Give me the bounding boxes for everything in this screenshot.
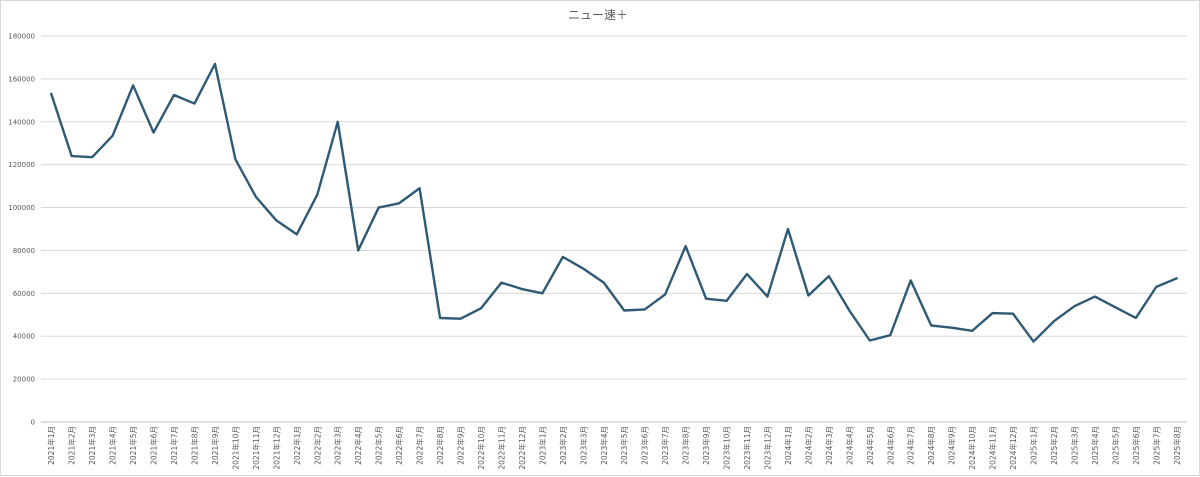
x-tick-label: 2021年3月 [87,426,97,465]
x-tick-label: 2022年3月 [333,426,343,465]
x-tick-label: 2021年5月 [128,426,138,465]
x-tick-label: 2024年7月 [906,426,916,465]
x-tick-label: 2022年5月 [374,426,384,465]
x-tick-label: 2024年8月 [926,426,936,465]
y-axis-ticks: 0 20000 40000 60000 80000 100000 120000 140000 1… [8,33,35,427]
x-tick-label: 2021年7月 [169,426,179,465]
x-tick-label: 2023年5月 [619,426,629,465]
grid-layer [41,36,1187,422]
x-tick-label: 2021年12月 [271,426,281,470]
x-tick-label: 2023年12月 [762,426,772,470]
x-axis-ticks: 2021年1月 2021年2月 2021年3月 2021年4月 2021年5月 2021年… [46,426,1182,470]
x-tick-label: 2025年6月 [1131,426,1141,465]
x-tick-label: 2025年3月 [1069,426,1079,465]
y-tick-label: 60000 [13,290,35,298]
chart-title: ニュー速＋ [568,8,628,22]
x-tick-label: 2023年7月 [660,426,670,465]
y-tick-label: 80000 [13,247,35,255]
x-tick-label: 2023年3月 [578,426,588,465]
y-tick-label: 180000 [8,33,35,41]
x-tick-label: 2025年7月 [1151,426,1161,465]
x-tick-label: 2023年4月 [599,426,609,465]
x-tick-label: 2022年2月 [312,426,322,465]
x-tick-label: 2022年6月 [394,426,404,465]
x-tick-label: 2024年9月 [947,426,957,465]
x-tick-label: 2025年8月 [1172,426,1182,465]
x-tick-label: 2025年2月 [1049,426,1059,465]
x-tick-label: 2022年9月 [456,426,466,465]
x-tick-label: 2021年8月 [189,426,199,465]
x-tick-label: 2025年5月 [1110,426,1120,465]
x-tick-label: 2021年10月 [230,426,240,470]
series-line [51,64,1177,342]
y-tick-label: 100000 [8,204,35,212]
series-layer [51,64,1177,342]
x-tick-label: 2024年12月 [1008,426,1018,470]
x-tick-label: 2023年9月 [701,426,711,465]
x-tick-label: 2024年3月 [824,426,834,465]
y-tick-label: 120000 [8,161,35,169]
x-tick-label: 2022年7月 [415,426,425,465]
x-tick-label: 2021年11月 [251,426,261,470]
x-tick-label: 2023年10月 [722,426,732,470]
y-tick-label: 0 [31,419,35,427]
x-tick-label: 2025年1月 [1029,426,1039,465]
x-tick-label: 2023年11月 [742,426,752,470]
y-tick-label: 140000 [8,118,35,126]
x-tick-label: 2022年10月 [476,426,486,470]
x-tick-label: 2023年8月 [681,426,691,465]
y-tick-label: 20000 [13,376,35,384]
x-tick-label: 2024年1月 [783,426,793,465]
x-tick-label: 2021年1月 [46,426,56,465]
x-tick-label: 2021年9月 [210,426,220,465]
x-tick-label: 2022年11月 [496,426,506,470]
x-tick-label: 2024年4月 [844,426,854,465]
x-tick-label: 2022年12月 [517,426,527,470]
x-tick-label: 2024年11月 [988,426,998,470]
x-tick-label: 2024年6月 [885,426,895,465]
x-tick-label: 2021年4月 [108,426,118,465]
x-tick-label: 2023年6月 [640,426,650,465]
x-tick-label: 2025年4月 [1090,426,1100,465]
x-tick-label: 2024年5月 [865,426,875,465]
y-tick-label: 40000 [13,333,35,341]
x-tick-label: 2022年1月 [292,426,302,465]
x-tick-label: 2023年1月 [537,426,547,465]
x-tick-label: 2023年2月 [558,426,568,465]
x-tick-label: 2024年2月 [803,426,813,465]
x-tick-label: 2024年10月 [967,426,977,470]
x-tick-label: 2021年6月 [149,426,159,465]
x-tick-label: 2021年2月 [67,426,77,465]
x-tick-label: 2022年4月 [353,426,363,465]
x-tick-label: 2022年8月 [435,426,445,465]
y-tick-label: 160000 [8,75,35,83]
